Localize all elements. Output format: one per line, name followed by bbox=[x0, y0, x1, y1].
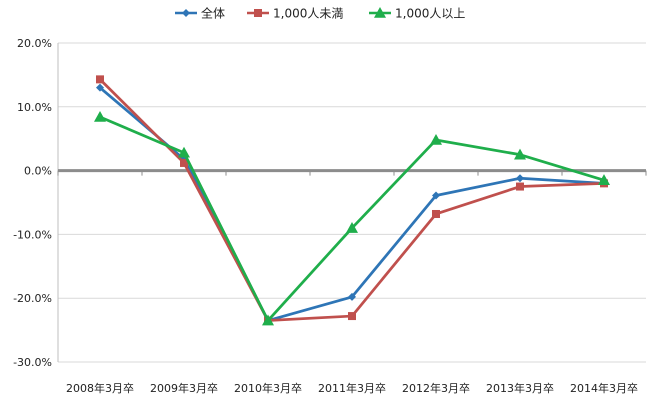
data-point bbox=[262, 314, 274, 326]
x-tick-label: 2014年3月卒 bbox=[570, 381, 638, 395]
x-tick-label: 2009年3月卒 bbox=[150, 381, 218, 395]
data-point bbox=[94, 111, 106, 122]
x-tick-label: 2012年3月卒 bbox=[402, 381, 470, 395]
legend-item: 全体 bbox=[175, 6, 225, 21]
legend-marker bbox=[374, 7, 386, 18]
data-point bbox=[96, 75, 104, 84]
series-line bbox=[99, 115, 605, 322]
data-point bbox=[598, 174, 610, 185]
legend-label: 1,000人未満 bbox=[273, 7, 343, 21]
x-tick-label: 2008年3月卒 bbox=[66, 381, 134, 395]
data-point bbox=[346, 222, 358, 233]
series-2 bbox=[96, 75, 608, 325]
y-tick-label: -20.0% bbox=[13, 292, 52, 305]
data-point bbox=[178, 146, 190, 158]
axes: 20.0% 10.0% 0.0% -10.0% -20.0% -30.0% 2008年3月卒… bbox=[13, 37, 647, 395]
x-tick-label: 2013年3月卒 bbox=[486, 381, 554, 395]
series-line bbox=[99, 86, 605, 322]
series-1 bbox=[96, 83, 608, 325]
y-tick-label: 20.0% bbox=[17, 37, 52, 50]
series-lines bbox=[94, 75, 610, 326]
data-point bbox=[96, 83, 104, 92]
y-tick-label: 10.0% bbox=[17, 101, 52, 114]
legend-marker bbox=[182, 9, 190, 17]
data-point bbox=[516, 174, 524, 183]
data-point bbox=[432, 191, 440, 200]
grid bbox=[58, 42, 646, 363]
series-line bbox=[99, 78, 605, 322]
x-tick-label: 2011年3月卒 bbox=[318, 381, 386, 395]
x-tick-label: 2010年3月卒 bbox=[234, 381, 302, 395]
y-tick-label: 0.0% bbox=[24, 165, 52, 178]
y-tick-label: -30.0% bbox=[13, 356, 52, 369]
legend-marker bbox=[254, 9, 262, 17]
data-point bbox=[180, 158, 188, 167]
data-point bbox=[432, 209, 440, 218]
data-point bbox=[430, 133, 442, 145]
data-point bbox=[514, 148, 526, 160]
data-point bbox=[348, 312, 356, 321]
legend-label: 全体 bbox=[201, 6, 225, 21]
legend-item: 1,000人以上 bbox=[369, 7, 465, 21]
legend-item: 1,000人未満 bbox=[247, 7, 343, 21]
data-point bbox=[348, 292, 356, 301]
series-3 bbox=[94, 111, 610, 326]
y-tick-label: -10.0% bbox=[13, 228, 52, 241]
legend: 全体 1,000人未満 1,000人以上 bbox=[175, 6, 465, 21]
legend-label: 1,000人以上 bbox=[395, 7, 465, 21]
data-point bbox=[516, 182, 524, 191]
